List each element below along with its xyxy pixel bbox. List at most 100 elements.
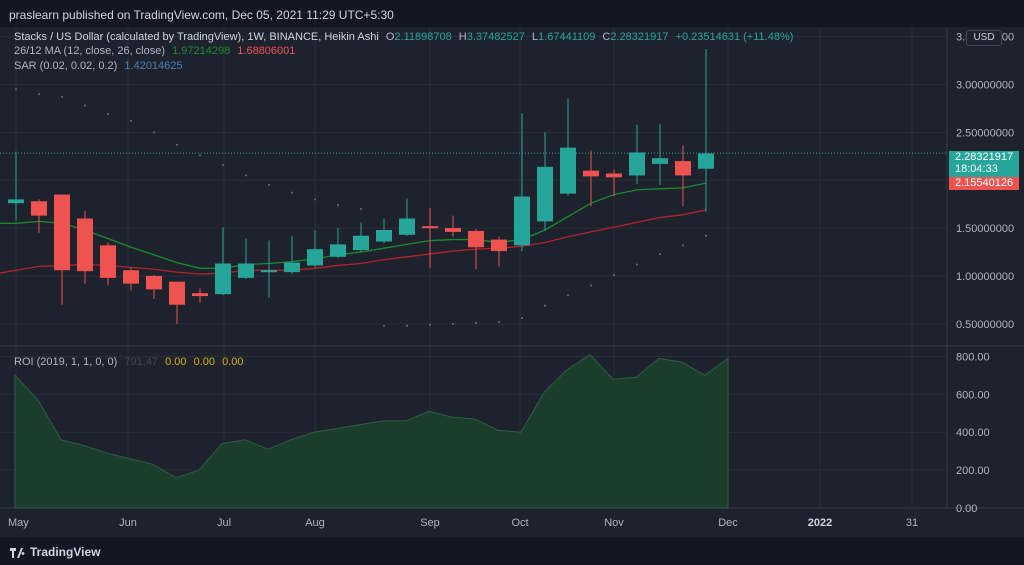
legend-h-label: H — [458, 31, 467, 43]
sar-dot — [61, 95, 63, 98]
x-tick-label: Aug — [305, 517, 325, 529]
sar-dot — [130, 119, 132, 122]
candle-body — [537, 166, 553, 222]
candle-body — [8, 199, 24, 204]
bottom-bar — [0, 537, 1024, 565]
y-tick-label: 3.00000000 — [956, 79, 1014, 91]
y-axis-labels: 3.500000003.000000002.500000002.00000000… — [956, 32, 1014, 515]
sar-dot — [705, 234, 707, 237]
candle-body — [560, 147, 576, 194]
last-price-box: 2.28321917 18:04:33 — [949, 151, 1019, 179]
currency-label[interactable]: USD — [966, 30, 1002, 46]
ma-slow-value: 1.68806001 — [237, 45, 296, 57]
sar-dot — [337, 204, 339, 207]
sar-dot — [452, 322, 454, 325]
sar-dot — [199, 154, 201, 157]
sar-dot — [590, 284, 592, 287]
sar-dot — [498, 320, 500, 323]
sar-dot — [544, 304, 546, 307]
candle-body — [215, 263, 231, 295]
x-tick-label: Nov — [604, 517, 624, 529]
candle-body — [468, 230, 484, 248]
sar-dot — [268, 184, 270, 186]
legend-l-value: 1.67441109 — [538, 31, 596, 43]
roi-area — [14, 353, 729, 509]
legend-o: O2.11898708 — [386, 31, 452, 43]
roi-c: 0.00 — [222, 356, 244, 368]
legend-c: C2.28321917 — [602, 31, 668, 43]
candle-body — [583, 170, 599, 177]
roi-label: ROI (2019, 1, 1, 0, 0) — [14, 356, 118, 368]
brand-name: TradingView — [30, 545, 101, 559]
candle-body — [629, 152, 645, 176]
legend-o-label: O — [385, 31, 395, 43]
sar-series — [15, 88, 707, 327]
sar-dot — [613, 274, 615, 277]
legend-title: Stacks / US Dollar (calculated by Tradin… — [14, 31, 379, 43]
x-tick-label: 31 — [906, 517, 918, 529]
x-tick-label: Jun — [119, 517, 137, 529]
candle-body — [123, 270, 139, 284]
roi-b: 0.00 — [193, 356, 216, 368]
x-tick-label: 2022 — [808, 517, 832, 529]
legend-h: H3.37482527 — [459, 31, 525, 43]
candle-body — [261, 270, 277, 273]
roi-tick-label: 800.00 — [956, 351, 990, 363]
sar-dot — [659, 252, 661, 255]
candle-body — [284, 262, 300, 273]
candle-body — [192, 293, 208, 297]
legend-c-value: 2.28321917 — [610, 31, 669, 43]
roi-a: 0.00 — [165, 356, 187, 368]
sar-legend: SAR (0.02, 0.02, 0.2) 1.42014625 — [14, 60, 187, 72]
y-tick-label: 1.00000000 — [956, 271, 1014, 283]
candle-body — [307, 249, 323, 266]
roi-value: 791.47 — [124, 356, 159, 368]
x-tick-label: Sep — [420, 517, 440, 529]
chart-canvas[interactable]: 3.500000003.000000002.500000002.00000000… — [0, 27, 1024, 537]
sar-dot — [38, 93, 40, 96]
candle-body — [698, 153, 714, 169]
candle-body — [77, 218, 93, 272]
y-tick-label: 2.50000000 — [956, 127, 1014, 139]
sar-dot — [291, 191, 293, 194]
sar-label: SAR (0.02, 0.02, 0.2) — [14, 60, 118, 72]
candle-body — [238, 263, 254, 278]
sar-dot — [429, 323, 431, 326]
candle-body — [445, 228, 461, 232]
candle-body — [491, 239, 507, 252]
sar-dot — [245, 174, 247, 177]
roi-tick-label: 600.00 — [956, 389, 990, 401]
sar-dot — [15, 88, 17, 91]
sar-dot — [84, 104, 86, 107]
brand-logo[interactable]: TradingView — [10, 545, 100, 559]
legend-c-label: C — [602, 31, 611, 43]
sar-dot — [107, 113, 109, 116]
sar-dot — [567, 294, 569, 297]
candle-body — [353, 235, 369, 251]
x-tick-label: May — [8, 517, 29, 529]
sar-dot — [222, 163, 224, 166]
candle-body — [399, 218, 415, 235]
roi-legend: ROI (2019, 1, 1, 0, 0) 791.47 0.00 0.00 … — [14, 356, 248, 368]
sar-dot — [521, 317, 523, 320]
ma-fast-value: 1.97214298 — [172, 45, 231, 57]
ma-price: 2.15540126 — [955, 177, 1014, 189]
candle-body — [31, 201, 47, 216]
legend-change: +0.23514631 (+11.48%) — [675, 31, 794, 43]
legend-h-value: 3.37482527 — [466, 31, 525, 43]
candle-body — [514, 196, 530, 246]
y-tick-label: 0.50000000 — [956, 319, 1014, 331]
ma-fast-line — [0, 182, 707, 269]
candle-body — [606, 173, 622, 178]
candle-body — [54, 194, 70, 271]
roi-tick-label: 0.00 — [956, 503, 977, 515]
candle-body — [376, 230, 392, 242]
main-legend: Stacks / US Dollar (calculated by Tradin… — [14, 31, 797, 43]
legend-l: L1.67441109 — [532, 31, 595, 43]
legend-l-label: L — [531, 31, 539, 43]
x-tick-label: Oct — [511, 517, 528, 529]
candles — [8, 49, 714, 324]
candle-body — [675, 161, 691, 176]
sar-dot — [176, 143, 178, 146]
candle-body — [422, 226, 438, 229]
